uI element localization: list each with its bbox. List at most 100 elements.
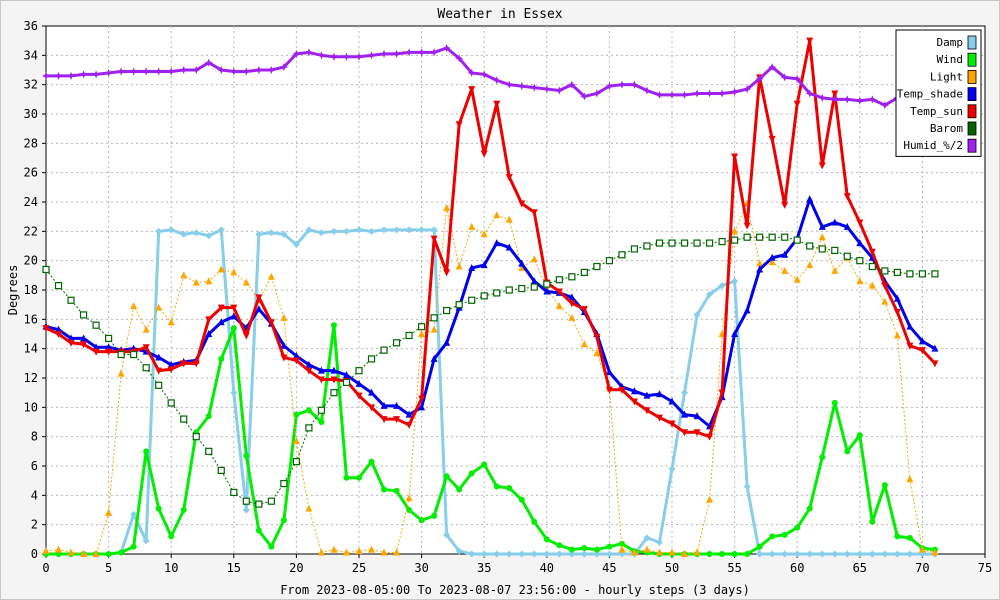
data-point [318,419,325,425]
data-point [292,458,300,466]
data-point [768,63,777,72]
data-point [718,238,726,246]
data-point [893,331,901,339]
data-point [392,49,401,58]
y-tick-label: 18 [24,283,38,297]
data-point [393,548,401,556]
data-point [706,495,714,503]
data-point [367,355,376,363]
legend-swatch [967,70,977,84]
data-point [505,243,513,251]
data-point [693,412,701,420]
data-point [218,355,225,362]
data-point [530,277,538,285]
data-point [843,550,851,558]
data-point [79,70,88,79]
data-point [642,86,651,95]
data-point [480,230,488,238]
data-point [356,474,362,481]
data-point [280,313,288,321]
data-point [681,429,689,437]
legend-swatch [967,52,977,67]
series-1 [43,322,938,557]
legend-label: Damp [937,36,964,49]
data-point [605,550,613,558]
data-point [342,548,350,556]
data-point [555,550,563,558]
data-point [856,239,864,247]
data-point [217,318,225,326]
data-point [155,505,162,512]
data-point [292,357,300,365]
data-point [781,531,788,538]
data-point [881,550,889,558]
y-tick-label: 20 [24,254,38,268]
data-point [117,67,126,76]
data-point [893,550,901,558]
y-tick-label: 28 [24,136,38,150]
data-point [643,407,651,415]
data-point [104,68,113,77]
data-point [505,80,514,89]
data-point [42,325,50,333]
data-point [243,452,250,459]
data-point [242,506,250,514]
data-point [105,508,113,516]
data-point [655,90,664,99]
data-point [856,550,864,558]
data-point [305,226,313,234]
data-point [768,135,776,143]
data-point [406,507,413,513]
data-point [105,343,113,351]
data-point [805,89,814,98]
data-point [931,270,939,278]
data-point [931,360,939,368]
x-tick-label: 20 [289,561,303,575]
data-point [242,497,250,505]
data-point [918,270,927,278]
series-line [46,46,911,107]
data-point [254,66,263,74]
legend-box [895,29,982,157]
legend: Damp Wind Light Temp_shade Temp_sun Barom Humi… [895,29,982,157]
data-point [393,416,401,424]
data-point [205,413,212,420]
data-point [743,483,751,491]
data-point [818,550,826,558]
data-point [605,368,613,376]
series-6 [42,44,914,110]
data-point [317,376,325,384]
data-point [67,548,75,556]
data-point [167,226,175,234]
data-point [267,66,276,74]
data-point [179,66,188,74]
data-point [893,309,901,316]
data-point [543,287,551,295]
legend-label: Wind [937,53,964,66]
data-point [843,252,851,260]
data-point [180,271,188,279]
data-point [531,518,538,525]
data-point [593,262,601,271]
data-point [443,338,451,346]
data-point [280,517,287,524]
data-point [781,233,789,241]
series-line [45,202,936,555]
y-tick-label: 8 [31,430,38,444]
data-point [605,257,614,265]
data-point [305,407,312,414]
data-point [204,58,213,67]
data-point [668,397,676,405]
data-point [668,239,676,247]
y-tick-label: 0 [31,547,38,561]
y-tick-label: 12 [24,371,38,385]
data-point [668,548,676,556]
series-5 [42,233,939,508]
data-point [142,325,150,333]
data-point [329,52,338,61]
data-point [480,261,488,269]
data-point [279,63,288,72]
data-point [92,343,100,351]
data-point [393,401,401,409]
data-point [167,67,176,76]
